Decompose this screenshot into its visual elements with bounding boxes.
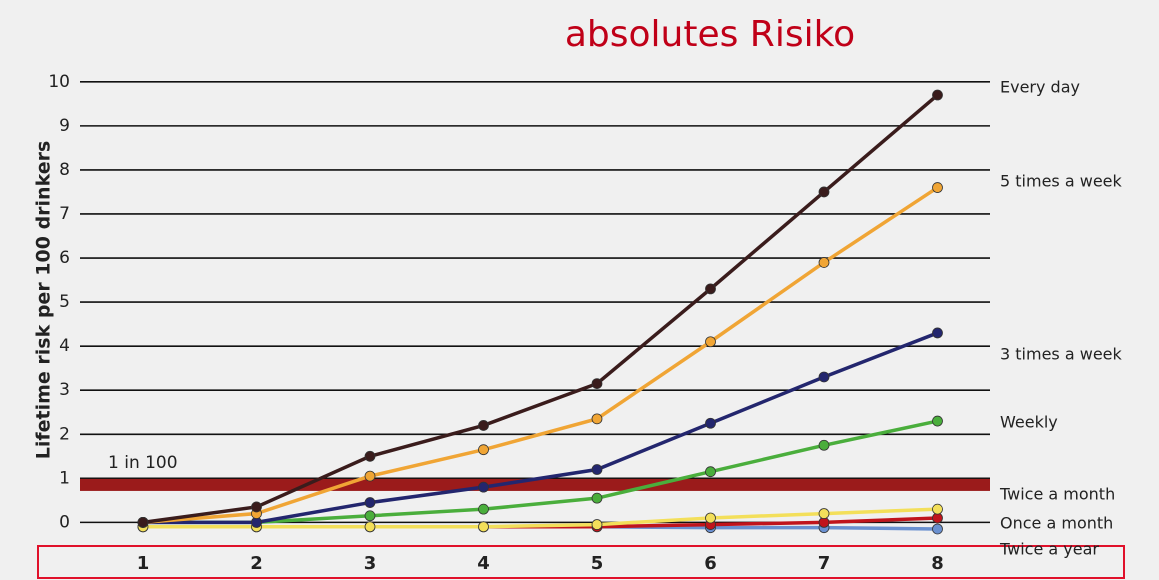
point [591,519,603,530]
series-line [142,93,939,525]
y-axis-label: Lifetime risk per 100 drinkers [33,141,55,460]
series-label: 5 times a week [1000,172,1123,191]
chart-title: absolutes Risiko [565,14,855,55]
x-tick-label: 8 [931,553,944,574]
reference-label: 1 in 100 [108,453,178,473]
x-tick-label: 2 [250,553,263,574]
point [364,521,376,533]
point [932,327,943,339]
y-tick-label: 3 [59,380,70,400]
point [932,523,943,535]
point [591,464,603,475]
series-label: Weekly [1000,413,1058,432]
point [818,186,830,198]
y-tick-label: 7 [59,204,70,224]
y-tick-label: 9 [59,116,70,136]
y-tick-label: 6 [59,248,70,268]
point [478,521,489,533]
x-tick-label: 1 [137,553,150,574]
point [364,497,376,508]
point [705,417,716,429]
point [818,508,830,519]
x-tick-label: 4 [477,553,490,574]
point [705,466,716,478]
series-line [143,507,938,529]
series-line [143,419,938,525]
point [591,413,603,425]
y-tick-label: 8 [59,160,70,180]
point [932,503,943,515]
point [818,257,830,268]
point [478,444,489,456]
series-line [142,186,939,525]
point [478,420,489,431]
point [364,510,376,522]
y-tick-label: 5 [59,292,70,312]
point [932,182,943,193]
y-tick-label: 4 [59,336,70,356]
x-tick-label: 7 [818,553,831,574]
series-label: Every day [1000,78,1080,97]
point [705,283,716,295]
series-label: Once a month [1000,514,1113,533]
x-tick-label: 5 [591,553,604,574]
y-tick-label: 2 [59,424,70,444]
point [137,516,149,528]
y-tick-label: 0 [59,512,70,532]
series-label: Twice a month [999,485,1115,504]
reference-band [80,478,990,491]
point [818,439,830,451]
highlight-box [37,545,1125,579]
x-tick-label: 3 [364,553,377,574]
point [818,371,830,383]
series-line [143,331,939,525]
point [932,89,943,101]
point [364,450,376,462]
point [251,501,262,513]
point [478,481,489,493]
point [591,492,603,504]
point [364,470,376,482]
series-label: 3 times a week [1000,345,1123,364]
series-label: Twice a year [999,540,1099,559]
point [478,503,489,515]
point [591,378,603,389]
y-tick-label: 10 [48,72,70,92]
point [705,512,716,524]
point [932,415,943,427]
point [705,336,716,348]
x-tick-label: 6 [704,553,717,574]
y-tick-label: 1 [59,468,70,488]
